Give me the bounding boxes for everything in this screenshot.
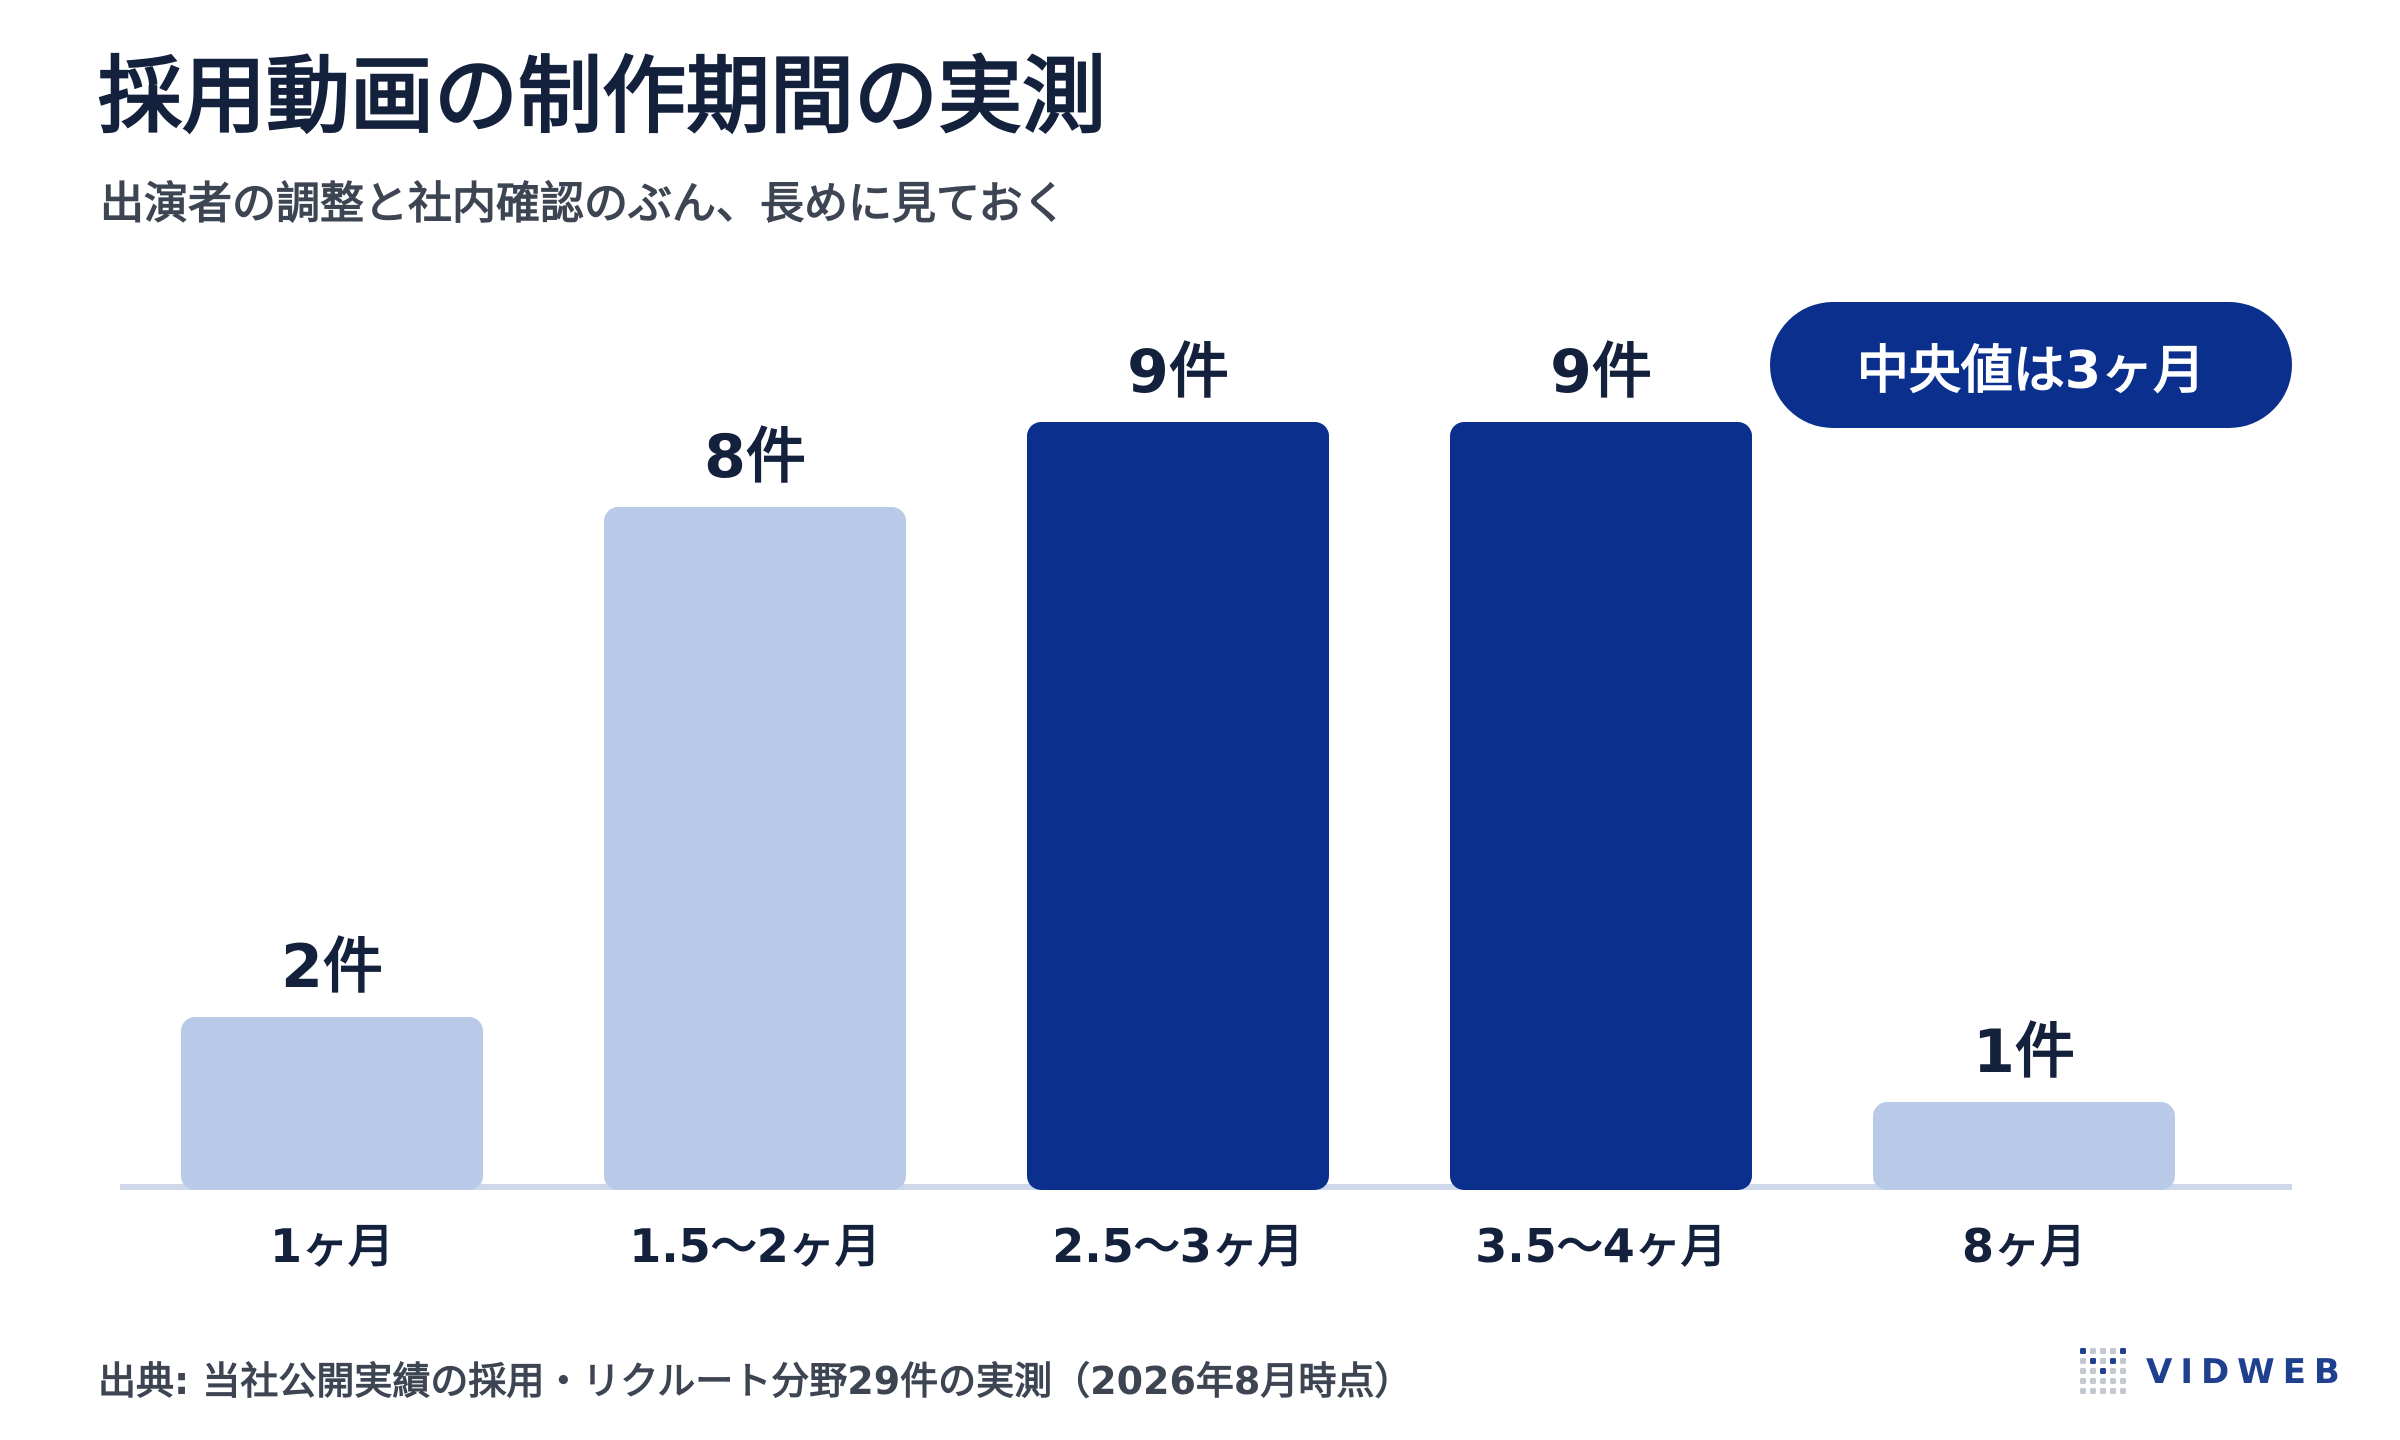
brand-logo: VIDWEB (2078, 1346, 2348, 1398)
logo-dot (2090, 1378, 2096, 1384)
bar-value-label: 1件 (1973, 1017, 2075, 1087)
bar-value-label: 9件 (1127, 337, 1229, 407)
brand-name: VIDWEB (2146, 1352, 2348, 1392)
logo-dot (2110, 1388, 2116, 1394)
logo-dot (2120, 1378, 2126, 1384)
logo-dot (2100, 1388, 2106, 1394)
source-note: 出典: 当社公開実績の採用・リクルート分野29件の実測（2026年8月時点） (98, 1359, 1413, 1403)
chart-subtitle: 出演者の調整と社内確認のぶん、長めに見ておく (100, 178, 1067, 229)
logo-dot (2100, 1378, 2106, 1384)
logo-dot (2090, 1368, 2096, 1374)
logo-dot (2080, 1388, 2086, 1394)
chart-title: 採用動画の制作期間の実測 (98, 47, 1107, 145)
x-tick-label: 1.5〜2ヶ月 (629, 1219, 881, 1273)
bar (181, 1017, 483, 1190)
logo-dot (2080, 1348, 2086, 1354)
logo-dot (2080, 1378, 2086, 1384)
logo-dot (2110, 1358, 2116, 1364)
dot-grid-v-icon (2080, 1348, 2126, 1394)
x-tick-label: 8ヶ月 (1962, 1219, 2086, 1273)
bar (604, 507, 906, 1190)
x-tick-label: 1ヶ月 (270, 1219, 394, 1273)
logo-dot (2120, 1358, 2126, 1364)
logo-dot (2090, 1358, 2096, 1364)
logo-dot (2100, 1348, 2106, 1354)
logo-dot (2110, 1368, 2116, 1374)
bar-value-label: 9件 (1550, 337, 1652, 407)
logo-dot (2110, 1348, 2116, 1354)
logo-dot (2100, 1358, 2106, 1364)
median-badge: 中央値は3ヶ月 (1770, 302, 2292, 428)
logo-dot (2080, 1368, 2086, 1374)
logo-dot (2100, 1368, 2106, 1374)
logo-dot (2090, 1388, 2096, 1394)
logo-dot (2090, 1348, 2096, 1354)
bar (1450, 422, 1752, 1190)
logo-dot (2120, 1348, 2126, 1354)
logo-dot (2120, 1368, 2126, 1374)
bar (1873, 1102, 2175, 1190)
x-tick-label: 2.5〜3ヶ月 (1052, 1219, 1304, 1273)
bar-value-label: 2件 (281, 932, 383, 1002)
logo-dot (2120, 1388, 2126, 1394)
logo-dot (2110, 1378, 2116, 1384)
x-tick-label: 3.5〜4ヶ月 (1475, 1219, 1727, 1273)
bar-value-label: 8件 (704, 422, 806, 492)
logo-dot (2080, 1358, 2086, 1364)
bar (1027, 422, 1329, 1190)
